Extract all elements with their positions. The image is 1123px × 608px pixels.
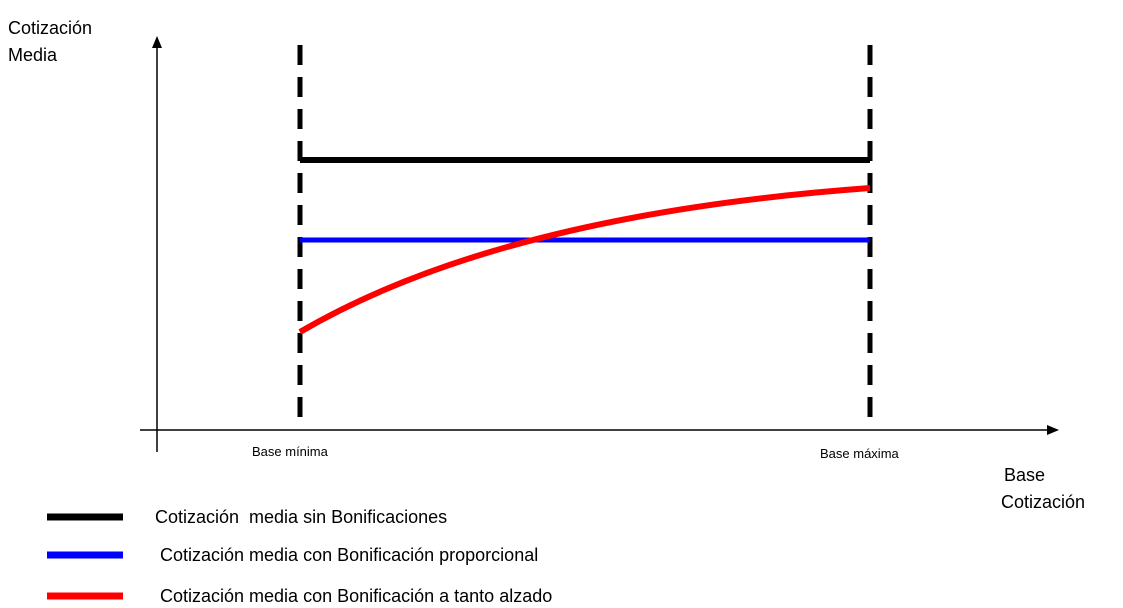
- marker-label: Base mínima: [252, 444, 329, 459]
- y-axis-label: Media: [8, 45, 58, 65]
- x-axis-label: Cotización: [1001, 492, 1085, 512]
- y-axis-label: Cotización: [8, 18, 92, 38]
- legend-entry: Cotización media sin Bonificaciones: [155, 507, 447, 527]
- legend-entry: Cotización media con Bonificación a tant…: [160, 586, 552, 606]
- marker-label: Base máxima: [820, 446, 900, 461]
- lump-sum-curve: [298, 185, 871, 335]
- legend-entry: Cotización media con Bonificación propor…: [160, 545, 538, 565]
- x-axis-label: Base: [1004, 465, 1045, 485]
